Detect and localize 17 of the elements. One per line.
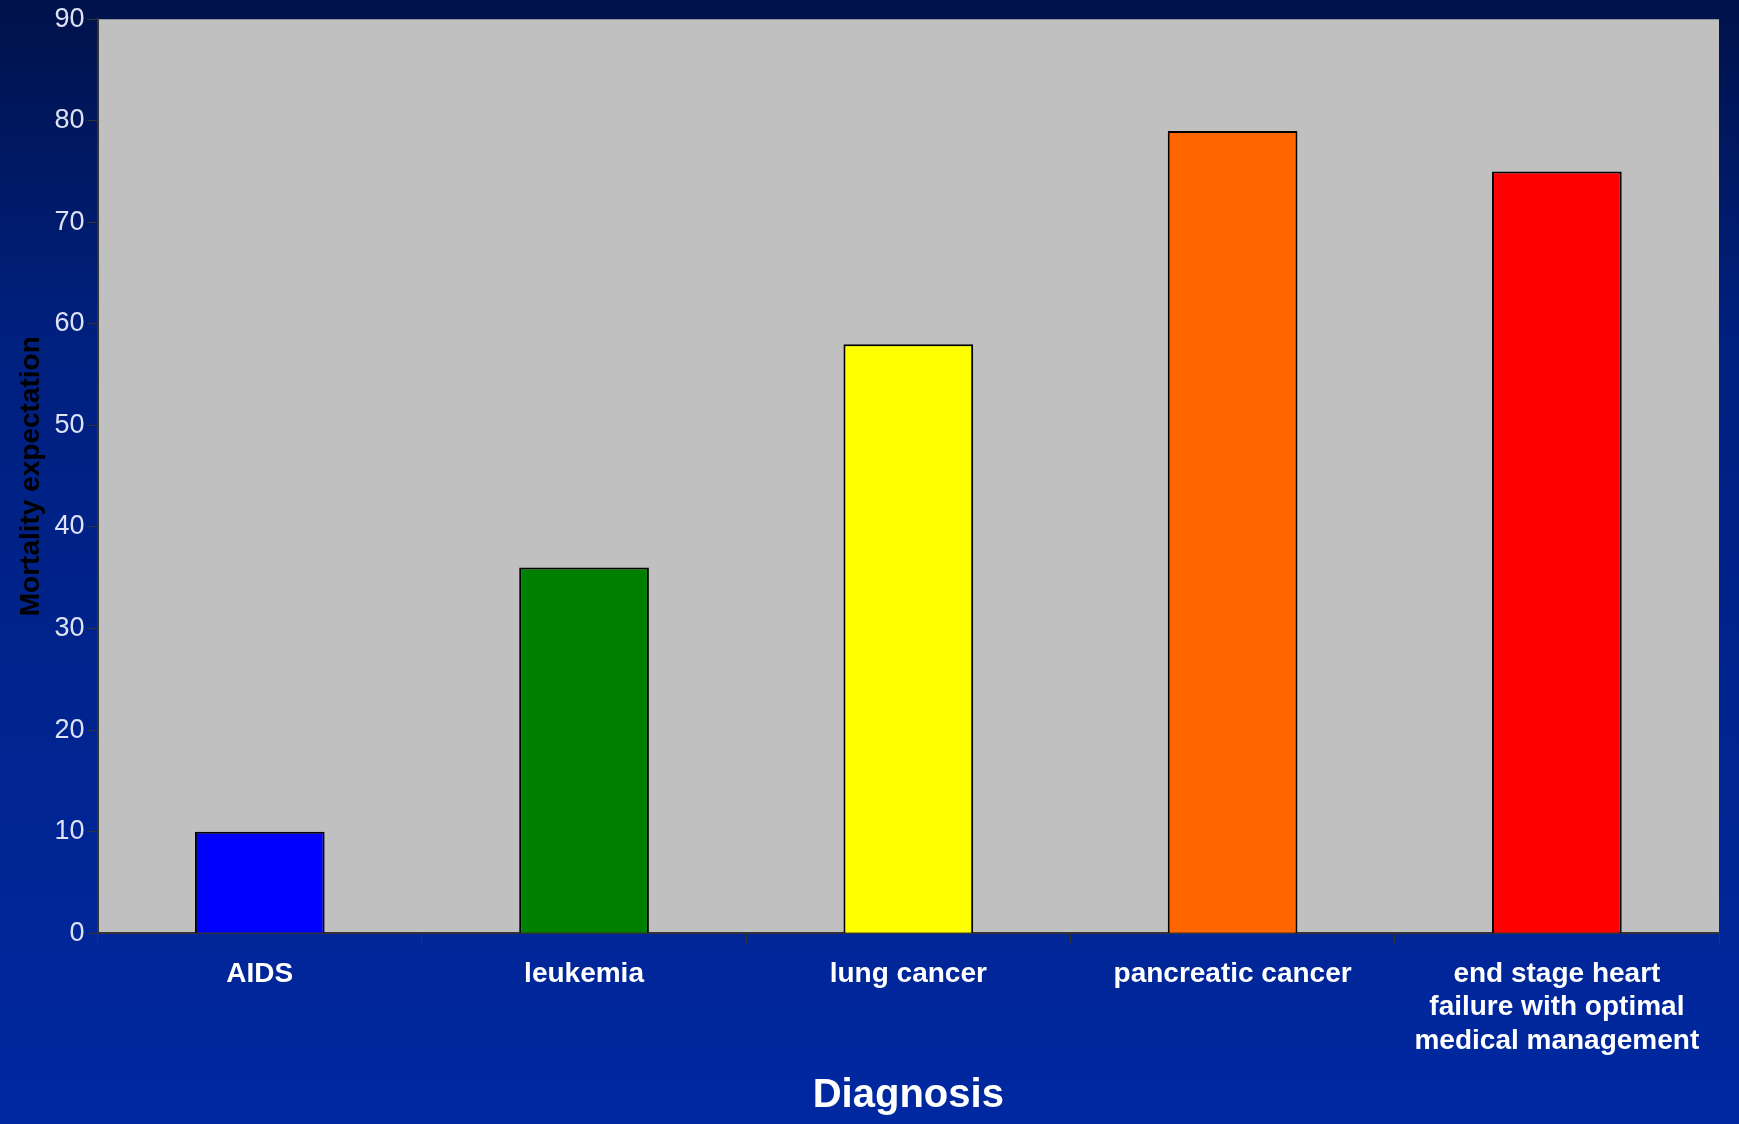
y-tick-label: 0 xyxy=(69,916,85,947)
x-tick-label: leukemia xyxy=(524,956,645,988)
y-tick-label: 50 xyxy=(54,408,85,439)
y-tick-label: 90 xyxy=(54,2,85,33)
y-tick-label: 20 xyxy=(54,713,85,744)
x-tick-label: lung cancer xyxy=(829,956,987,988)
y-tick-label: 10 xyxy=(54,815,85,846)
x-tick-label: AIDS xyxy=(226,956,294,988)
y-tick-label: 30 xyxy=(54,611,85,642)
y-tick-label: 60 xyxy=(54,307,85,338)
y-tick-label: 40 xyxy=(54,510,85,541)
x-axis-title: Diagnosis xyxy=(812,1071,1004,1116)
x-tick-label: pancreatic cancer xyxy=(1113,956,1352,988)
y-tick-label: 80 xyxy=(54,104,85,135)
y-tick-label: 70 xyxy=(54,205,85,236)
y-axis-title: Mortality expectation xyxy=(13,336,45,617)
x-tick-label: end stage heart failure with optimal medical management xyxy=(1414,956,1700,1055)
